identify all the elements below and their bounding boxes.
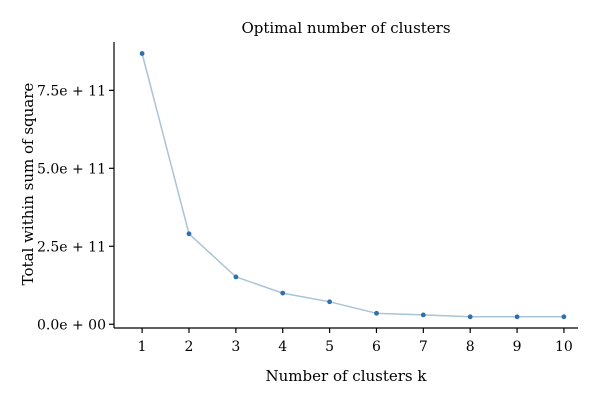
y-tick-label: 0.0e + 00 [37, 317, 106, 333]
y-tick-label: 5.0e + 11 [37, 161, 106, 177]
y-axis-label: Total within sum of square [19, 83, 37, 286]
series-layer [139, 51, 567, 320]
data-point-k9 [514, 314, 520, 320]
x-tick-label: 3 [231, 339, 240, 355]
data-point-k8 [467, 314, 473, 320]
x-tick-label: 5 [325, 339, 334, 355]
data-point-k3 [233, 274, 239, 280]
x-tick-label: 6 [372, 339, 381, 355]
y-tick-label: 7.5e + 11 [37, 83, 106, 99]
data-point-k5 [327, 299, 332, 305]
x-tick-label: 4 [278, 339, 287, 355]
data-point-k4 [280, 290, 286, 296]
data-point-k6 [374, 310, 379, 316]
chart-title: Optimal number of clusters [241, 19, 450, 37]
x-tick-label: 8 [466, 339, 475, 355]
axes: 0.0e + 00 2.5e + 11 5.0e + 11 7.5e + 11 1 2 3 4… [37, 42, 578, 355]
data-point-k1 [139, 51, 145, 56]
x-tick-label: 1 [138, 339, 147, 355]
x-tick-label: 7 [419, 339, 428, 355]
data-point-k2 [186, 231, 192, 237]
data-point-k7 [420, 312, 426, 318]
data-point-k10 [561, 314, 567, 320]
x-tick-label: 9 [513, 339, 522, 355]
y-tick-label: 2.5e + 11 [37, 239, 106, 255]
series-line [141, 53, 564, 318]
x-tick-label: 2 [185, 339, 194, 355]
x-axis-label: Number of clusters k [266, 367, 428, 385]
x-tick-label: 10 [555, 339, 573, 355]
